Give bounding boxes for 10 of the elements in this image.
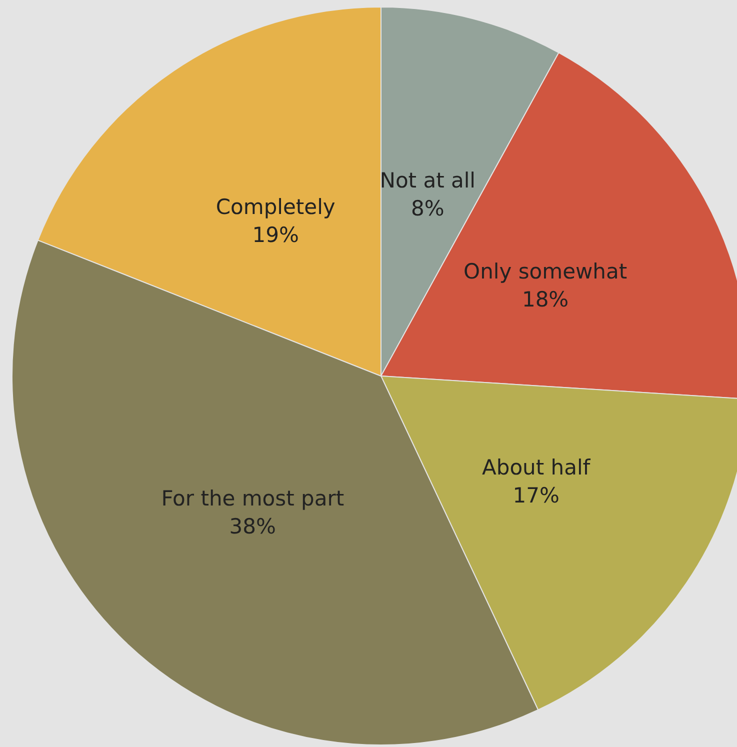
slice-label: About half <box>482 455 591 480</box>
slice-label: Completely <box>216 194 336 219</box>
slice-label: Not at all <box>380 168 476 192</box>
data-label: 38% <box>229 514 276 539</box>
slice-label: For the most part <box>161 486 344 511</box>
data-label: 8% <box>410 196 444 220</box>
data-label: 17% <box>512 483 560 508</box>
data-label: 19% <box>252 222 299 247</box>
data-label: 18% <box>522 288 569 312</box>
slice-label: Only somewhat <box>464 260 628 284</box>
